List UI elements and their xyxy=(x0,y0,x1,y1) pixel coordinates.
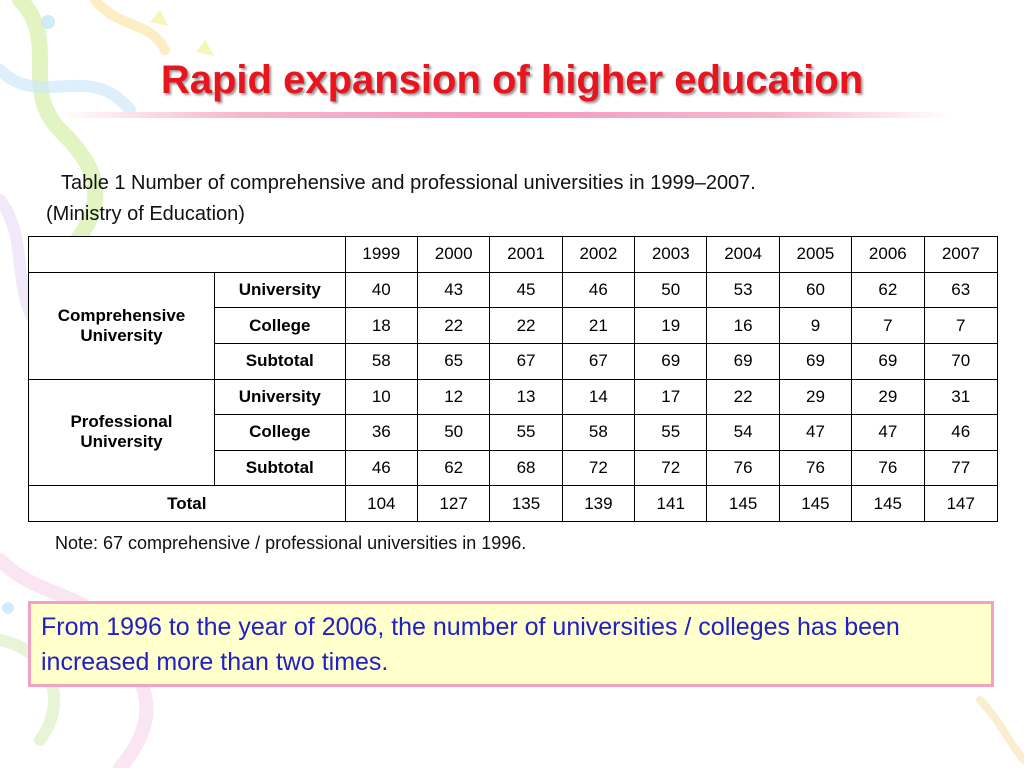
table-cell: 145 xyxy=(778,485,853,522)
table-cell: 10 xyxy=(344,378,418,416)
year-header: 2001 xyxy=(489,236,563,273)
table-note: Note: 67 comprehensive / professional un… xyxy=(55,533,527,553)
row-label: University xyxy=(213,378,346,416)
year-header: 2006 xyxy=(851,236,925,273)
slide-title: Rapid expansion of higher education xyxy=(160,58,864,102)
table-cell: 31 xyxy=(923,378,998,416)
table-cell: 145 xyxy=(706,485,780,522)
group-label-professional: Professional University xyxy=(28,378,215,487)
year-header: 2002 xyxy=(561,236,636,273)
table-cell: 76 xyxy=(851,449,925,487)
table-cell: 46 xyxy=(923,414,998,451)
caption-line-1: Table 1 Number of comprehensive and prof… xyxy=(61,172,756,194)
row-label: University xyxy=(213,271,346,309)
universities-table: 1999 2000 2001 2002 2003 2004 2005 2006 … xyxy=(28,236,998,522)
table-row: College 18 22 22 21 19 16 9 7 7 xyxy=(29,307,998,344)
table-cell: 7 xyxy=(851,307,925,344)
table-cell: 69 xyxy=(706,342,780,380)
table-cell: 58 xyxy=(561,414,636,451)
row-label: College xyxy=(213,414,346,451)
table-cell: 58 xyxy=(344,342,418,380)
table-cell: 60 xyxy=(778,271,853,309)
row-label: Subtotal xyxy=(213,449,346,487)
table-row: Professional University University 10 12… xyxy=(28,378,998,487)
table-cell: 55 xyxy=(634,414,708,451)
table-cell: 53 xyxy=(706,271,780,309)
group-label-comprehensive: Comprehensive University xyxy=(28,271,215,380)
table-cell: 18 xyxy=(344,307,418,344)
table-cell: 69 xyxy=(634,342,708,380)
table-cell: 76 xyxy=(778,449,853,487)
table-cell: 46 xyxy=(344,449,418,487)
year-header: 2004 xyxy=(706,236,780,273)
table-cell: 54 xyxy=(706,414,780,451)
table-cell: 55 xyxy=(489,414,563,451)
table-cell: 50 xyxy=(634,271,708,309)
table-caption: Table 1 Number of comprehensive and prof… xyxy=(46,168,1006,230)
table-cell: 77 xyxy=(923,449,998,487)
table-cell: 46 xyxy=(561,271,636,309)
table-cell: 70 xyxy=(923,342,998,380)
table-cell: 76 xyxy=(706,449,780,487)
title-underline xyxy=(60,112,950,118)
table-cell: 7 xyxy=(923,307,998,344)
caption-line-2: (Ministry of Education) xyxy=(46,203,245,225)
table-cell: 50 xyxy=(416,414,491,451)
header-empty-cell xyxy=(28,236,346,273)
table-header-row: 1999 2000 2001 2002 2003 2004 2005 2006 … xyxy=(28,236,998,273)
table-cell: 29 xyxy=(778,378,853,416)
table-cell: 43 xyxy=(416,271,491,309)
table-cell: 13 xyxy=(489,378,563,416)
table-cell: 22 xyxy=(489,307,563,344)
table-cell: 36 xyxy=(344,414,418,451)
table-cell: 145 xyxy=(851,485,925,522)
table-cell: 45 xyxy=(489,271,563,309)
year-header: 2007 xyxy=(923,236,998,273)
table-cell: 104 xyxy=(344,485,418,522)
table-cell: 21 xyxy=(561,307,636,344)
table-cell: 47 xyxy=(851,414,925,451)
year-header: 2003 xyxy=(634,236,708,273)
table-cell: 19 xyxy=(634,307,708,344)
table-cell: 141 xyxy=(634,485,708,522)
table-cell: 135 xyxy=(489,485,563,522)
table-total-row: Total 104 127 135 139 141 145 145 145 14… xyxy=(28,485,998,522)
year-header: 2005 xyxy=(778,236,853,273)
table-cell: 14 xyxy=(561,378,636,416)
table-cell: 127 xyxy=(416,485,491,522)
table-cell: 65 xyxy=(416,342,491,380)
table-cell: 69 xyxy=(851,342,925,380)
total-label: Total xyxy=(28,485,346,522)
table-cell: 63 xyxy=(923,271,998,309)
table-cell: 67 xyxy=(489,342,563,380)
row-label: Subtotal xyxy=(213,342,346,380)
table-cell: 147 xyxy=(923,485,998,522)
table-cell: 67 xyxy=(561,342,636,380)
summary-callout-box: From 1996 to the year of 2006, the numbe… xyxy=(28,601,994,687)
table-cell: 68 xyxy=(489,449,563,487)
table-cell: 9 xyxy=(778,307,853,344)
table-cell: 22 xyxy=(706,378,780,416)
table-cell: 22 xyxy=(416,307,491,344)
table-cell: 17 xyxy=(634,378,708,416)
table-cell: 40 xyxy=(344,271,418,309)
table-cell: 47 xyxy=(778,414,853,451)
year-header: 1999 xyxy=(344,236,418,273)
table-cell: 62 xyxy=(416,449,491,487)
table-cell: 139 xyxy=(561,485,636,522)
table-cell: 12 xyxy=(416,378,491,416)
year-header: 2000 xyxy=(416,236,491,273)
table-cell: 72 xyxy=(634,449,708,487)
table-cell: 69 xyxy=(778,342,853,380)
table-row: College 36 50 55 58 55 54 47 47 46 xyxy=(29,414,998,451)
table-row: Subtotal 46 62 68 72 72 76 76 76 77 xyxy=(29,449,998,487)
table-cell: 29 xyxy=(851,378,925,416)
table-cell: 72 xyxy=(561,449,636,487)
table-cell: 62 xyxy=(851,271,925,309)
table-cell: 16 xyxy=(706,307,780,344)
row-label: College xyxy=(213,307,346,344)
table-row: Comprehensive University University 40 4… xyxy=(28,271,998,380)
